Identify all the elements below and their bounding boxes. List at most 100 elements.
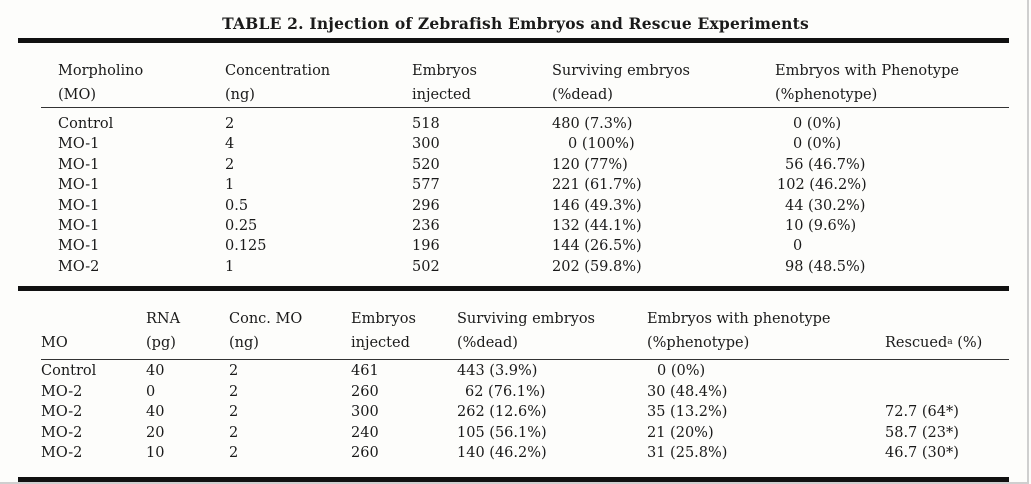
- table-cell: Control: [41, 363, 97, 379]
- table1-header-line1: Surviving embryos: [552, 63, 690, 79]
- table-cell: 240: [351, 424, 379, 441]
- table-cell: MO-1: [58, 197, 100, 214]
- table-cell: 2: [225, 116, 235, 132]
- table-cell: 30 (48.4%): [647, 383, 728, 400]
- table1-header-line2: (%phenotype): [775, 87, 878, 103]
- table-cell: 0.5: [225, 197, 249, 214]
- table-cell: 296: [412, 197, 440, 214]
- table-cell: 140 (46.2%): [457, 445, 547, 462]
- table2-header-line2: (%phenotype): [647, 333, 749, 353]
- table2-header-line1: Surviving embryos: [457, 311, 595, 327]
- table-cell: 10: [146, 445, 165, 462]
- table-cell: MO-1: [58, 156, 100, 173]
- table-cell: 0: [793, 238, 803, 255]
- table-cell: 1: [225, 177, 235, 194]
- table-cell: 520: [412, 156, 440, 173]
- table-cell: Control: [58, 116, 114, 132]
- table-cell: MO-1: [58, 218, 100, 234]
- table-cell: MO-1: [58, 238, 100, 255]
- table-cell: 0 (0%): [793, 136, 842, 153]
- table2-header-rule: [41, 359, 1009, 360]
- table-cell: 2: [229, 445, 239, 462]
- table-cell: 62 (76.1%): [465, 383, 546, 400]
- table-cell: MO-2: [41, 445, 83, 462]
- table-cell: 0 (0%): [793, 116, 842, 132]
- table-cell: 2: [229, 404, 239, 421]
- table-cell: 480 (7.3%): [552, 116, 633, 132]
- table-cell: 236: [412, 218, 440, 234]
- table1-header-line1: Concentration: [225, 63, 331, 79]
- table1-header-line2: (ng): [225, 87, 255, 103]
- table-cell: 132 (44.1%): [552, 218, 642, 234]
- table-cell: 1: [225, 258, 235, 275]
- table-cell: 577: [412, 177, 440, 194]
- table2-header-line1: Embryos with phenotype: [647, 311, 831, 327]
- table-cell: 40: [146, 404, 165, 421]
- table-cell: 0.125: [225, 238, 267, 255]
- table-cell: 31 (25.8%): [647, 445, 728, 462]
- header-text: (pg): [146, 335, 176, 351]
- table-cell: MO-2: [41, 404, 83, 421]
- table-cell: 20: [146, 424, 165, 441]
- table-cell: 300: [412, 136, 440, 153]
- table-cell: 443 (3.9%): [457, 363, 538, 379]
- title-rule: [18, 38, 1009, 43]
- table-title: TABLE 2. Injection of Zebrafish Embryos …: [222, 14, 809, 33]
- footnote-marker: a: [947, 337, 953, 347]
- table-cell: 102 (46.2%): [777, 177, 867, 194]
- table-cell: 35 (13.2%): [647, 404, 728, 421]
- table-cell: 2: [229, 424, 239, 441]
- table-cell: 0 (100%): [568, 136, 635, 153]
- header-text: Rescued: [885, 335, 948, 351]
- table1-header-line2: (%dead): [552, 87, 613, 103]
- table1-header-line1: Embryos with Phenotype: [775, 63, 959, 79]
- table2-header-line2: MO: [41, 333, 68, 353]
- header-text: (ng): [229, 335, 259, 351]
- header-text: (%dead): [457, 335, 518, 351]
- table-cell: 502: [412, 258, 440, 275]
- table2-header-line1: Conc. MO: [229, 311, 303, 327]
- table-cell: 2: [225, 156, 235, 173]
- table2-header-line2: (%dead): [457, 333, 518, 353]
- table-separator-rule: [18, 286, 1009, 291]
- table-cell: 46.7 (30*): [885, 445, 959, 462]
- table-cell: 0: [146, 383, 156, 400]
- table-cell: 0 (0%): [657, 363, 706, 379]
- table-cell: 262 (12.6%): [457, 404, 547, 421]
- table-cell: 105 (56.1%): [457, 424, 547, 441]
- table2-header-line2: (pg): [146, 333, 176, 353]
- table-cell: 260: [351, 445, 379, 462]
- table-cell: 4: [225, 136, 235, 153]
- table-cell: MO-2: [41, 383, 83, 400]
- header-suffix: (%): [952, 335, 983, 351]
- table-cell: MO-2: [58, 258, 100, 275]
- header-text: MO: [41, 335, 68, 351]
- table-cell: 44 (30.2%): [785, 197, 866, 214]
- table2-header-line2: injected: [351, 333, 410, 353]
- table-cell: MO-1: [58, 177, 100, 194]
- table-cell: 260: [351, 383, 379, 400]
- table-cell: 0.25: [225, 218, 258, 234]
- table-cell: 144 (26.5%): [552, 238, 642, 255]
- table-cell: 518: [412, 116, 440, 132]
- table1-header-line1: Embryos: [412, 63, 477, 79]
- table1-header-line1: Morpholino: [58, 63, 144, 79]
- table-cell: 196: [412, 238, 440, 255]
- table-cell: 98 (48.5%): [785, 258, 866, 275]
- table-cell: 40: [146, 363, 165, 379]
- table2-header-line2: Rescueda (%): [885, 333, 982, 353]
- table1-header-line2: (MO): [58, 87, 97, 103]
- table-cell: 10 (9.6%): [785, 218, 857, 234]
- table-cell: 221 (61.7%): [552, 177, 642, 194]
- table-cell: 146 (49.3%): [552, 197, 642, 214]
- table1-header-rule: [41, 107, 1009, 108]
- table2-header-line1: RNA: [146, 311, 181, 327]
- table2-header-line1: Embryos: [351, 311, 416, 327]
- table-cell: 461: [351, 363, 379, 379]
- table-cell: 2: [229, 383, 239, 400]
- table-cell: 21 (20%): [647, 424, 714, 441]
- header-text: (%phenotype): [647, 335, 750, 351]
- bottom-rule: [18, 477, 1009, 482]
- table-cell: 56 (46.7%): [785, 156, 866, 173]
